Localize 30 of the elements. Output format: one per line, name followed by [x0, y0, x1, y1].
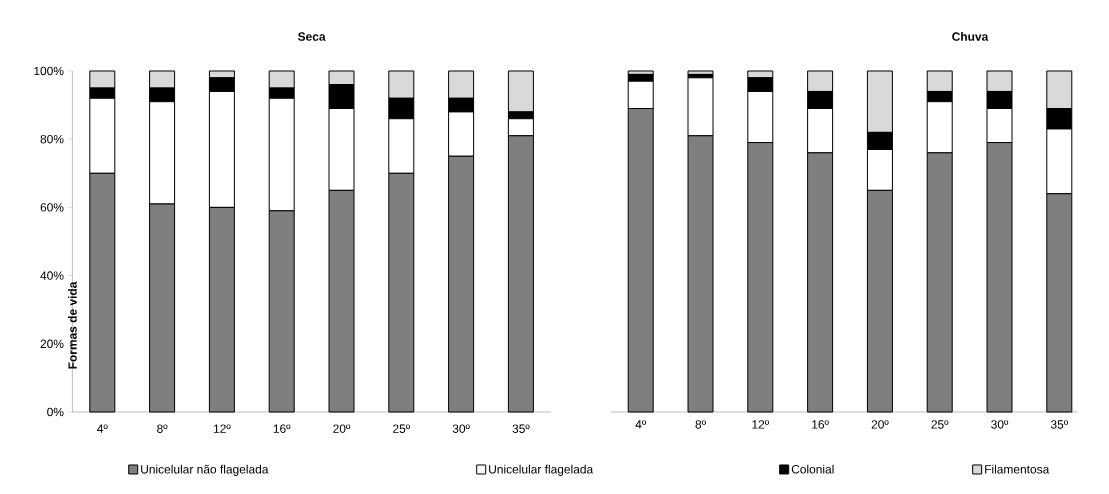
y-tick-label: 20% [40, 339, 64, 349]
chart-title: Chuva [952, 32, 989, 41]
y-tick-label: 80% [40, 134, 64, 144]
x-tick-label: 30º [991, 420, 1009, 429]
y-tick-label: 60% [40, 203, 64, 212]
y-tick-label: 100% [34, 66, 64, 76]
x-tick-label: 4º [97, 424, 108, 433]
y-tick-label: 0% [47, 407, 64, 417]
x-tick-label: 8º [157, 424, 168, 433]
x-tick-label: 16º [812, 420, 829, 429]
x-tick-label: 35º [1050, 420, 1068, 429]
x-tick-label: 25º [393, 424, 410, 433]
x-tick-label: 12º [213, 424, 231, 433]
chart-title: Seca [297, 32, 326, 41]
x-tick-label: 35º [512, 424, 530, 433]
legend-label: Filamentosa [985, 464, 1050, 474]
x-tick-label: 30º [452, 424, 470, 433]
legend-label: Colonial [791, 464, 834, 474]
bar [687, 70, 714, 75]
x-tick-label: 16º [273, 424, 291, 433]
x-tick-label: 8º [695, 420, 706, 429]
x-tick-label: 20º [871, 420, 889, 429]
x-tick-label: 4º [635, 420, 647, 429]
legend-label: Unicelular não flagelada [141, 464, 269, 476]
x-tick-label: 25º [931, 420, 949, 429]
x-tick-label: 12º [752, 420, 769, 429]
y-axis-title: Formas de vida [68, 281, 77, 369]
x-tick-label: 20º [333, 424, 351, 433]
legend-label: Unicelular flagelada [489, 464, 594, 476]
y-tick-label: 40% [40, 271, 64, 280]
